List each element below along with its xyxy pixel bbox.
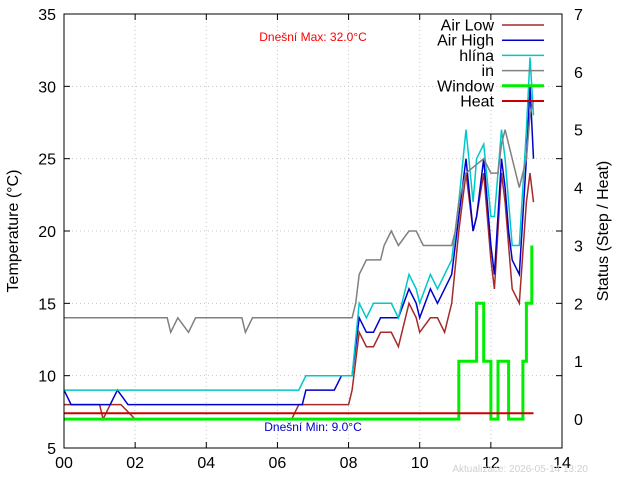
series-line-window bbox=[64, 245, 534, 421]
plot-series bbox=[63, 57, 535, 422]
legend-label: Air Low bbox=[441, 18, 495, 35]
y-right-tick-label: 5 bbox=[574, 123, 583, 140]
legend-label: in bbox=[482, 63, 494, 80]
legend-label: hlína bbox=[459, 48, 494, 65]
y-left-tick-label: 35 bbox=[38, 7, 56, 24]
x-tick-label: 08 bbox=[340, 455, 358, 472]
grid bbox=[64, 14, 562, 448]
legend-label: Heat bbox=[460, 94, 494, 111]
x-tick-label: 00 bbox=[55, 455, 73, 472]
y-right-tick-label: 1 bbox=[574, 354, 583, 371]
y-axis-label-right: Status (Step / Heat) bbox=[595, 161, 612, 302]
y-axis-label-left: Temperature (°C) bbox=[5, 170, 22, 293]
y-right-tick-label: 2 bbox=[574, 296, 583, 313]
series-line-air-low bbox=[64, 172, 535, 422]
daily-min-annotation: Dnešní Min: 9.0°C bbox=[264, 420, 362, 434]
x-tick-label: 12 bbox=[482, 455, 500, 472]
series-line-hl-na bbox=[64, 57, 535, 391]
y-right-tick-label: 6 bbox=[574, 65, 583, 82]
y-left-tick-label: 25 bbox=[38, 152, 56, 169]
y-right-tick-label: 7 bbox=[574, 7, 583, 24]
x-tick-label: 02 bbox=[126, 455, 144, 472]
y-left-tick-label: 15 bbox=[38, 296, 56, 313]
series-line-in bbox=[64, 100, 535, 335]
y-right-tick-label: 3 bbox=[574, 238, 583, 255]
legend-label: Air High bbox=[437, 33, 494, 50]
daily-max-annotation: Dnešní Max: 32.0°C bbox=[259, 30, 367, 44]
y-left-tick-label: 5 bbox=[47, 441, 56, 458]
y-left-tick-label: 20 bbox=[38, 224, 56, 241]
y-left-tick-label: 10 bbox=[38, 369, 56, 386]
y-right-tick-label: 0 bbox=[574, 412, 583, 429]
x-tick-label: 14 bbox=[553, 455, 571, 472]
last-updated-timestamp: Aktualizace: 2026-05-14 13:20 bbox=[452, 464, 588, 475]
series-line-air-high bbox=[63, 86, 535, 406]
legend-label: Window bbox=[437, 78, 494, 95]
x-tick-label: 06 bbox=[269, 455, 287, 472]
y-right-tick-label: 4 bbox=[574, 181, 583, 198]
x-tick-label: 10 bbox=[411, 455, 429, 472]
x-tick-label: 04 bbox=[197, 455, 215, 472]
y-left-tick-label: 30 bbox=[38, 79, 56, 96]
